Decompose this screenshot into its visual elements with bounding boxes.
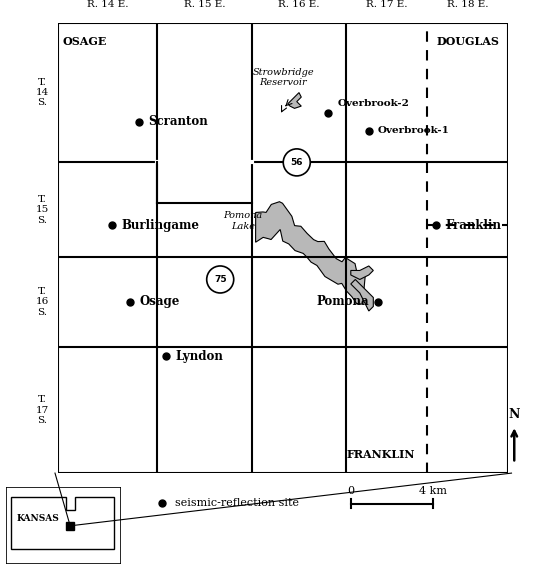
Text: T.
16
S.: T. 16 S. bbox=[36, 287, 49, 317]
Text: R. 15 E.: R. 15 E. bbox=[184, 1, 225, 9]
Text: Franklin: Franklin bbox=[446, 219, 502, 232]
Polygon shape bbox=[351, 266, 373, 279]
Polygon shape bbox=[256, 202, 365, 304]
Text: KANSAS: KANSAS bbox=[17, 514, 60, 523]
Text: Pomona
Lake: Pomona Lake bbox=[223, 211, 262, 231]
Circle shape bbox=[207, 266, 234, 293]
Text: Lyndon: Lyndon bbox=[175, 349, 223, 363]
Text: seismic-reflection site: seismic-reflection site bbox=[175, 498, 299, 508]
Polygon shape bbox=[351, 279, 373, 311]
Text: R. 18 E.: R. 18 E. bbox=[447, 1, 488, 9]
Text: 75: 75 bbox=[214, 275, 227, 284]
Text: Scranton: Scranton bbox=[148, 115, 208, 128]
Text: FRANKLIN: FRANKLIN bbox=[346, 449, 415, 459]
Text: R. 14 E.: R. 14 E. bbox=[87, 1, 128, 9]
Polygon shape bbox=[11, 496, 114, 549]
Polygon shape bbox=[288, 92, 301, 108]
Circle shape bbox=[283, 149, 310, 176]
Text: OSAGE: OSAGE bbox=[63, 36, 107, 47]
Text: Strowbridge
Reservoir: Strowbridge Reservoir bbox=[252, 68, 314, 87]
Text: T.
17
S.: T. 17 S. bbox=[36, 395, 49, 425]
Text: Overbrook-1: Overbrook-1 bbox=[378, 127, 450, 135]
Text: N: N bbox=[509, 408, 520, 421]
Text: T.
15
S.: T. 15 S. bbox=[36, 195, 49, 225]
Text: Overbrook-2: Overbrook-2 bbox=[337, 99, 409, 108]
Text: Burlingame: Burlingame bbox=[121, 219, 199, 232]
Text: R. 17 E.: R. 17 E. bbox=[366, 1, 408, 9]
Text: R. 16 E.: R. 16 E. bbox=[278, 1, 320, 9]
Text: DOUGLAS: DOUGLAS bbox=[436, 36, 499, 47]
Text: 0: 0 bbox=[347, 486, 354, 496]
Text: 4 km: 4 km bbox=[419, 486, 447, 496]
Text: 56: 56 bbox=[290, 158, 303, 167]
Text: Osage: Osage bbox=[139, 295, 179, 308]
Text: T.
14
S.: T. 14 S. bbox=[36, 78, 49, 108]
Text: Pomona: Pomona bbox=[316, 295, 369, 308]
